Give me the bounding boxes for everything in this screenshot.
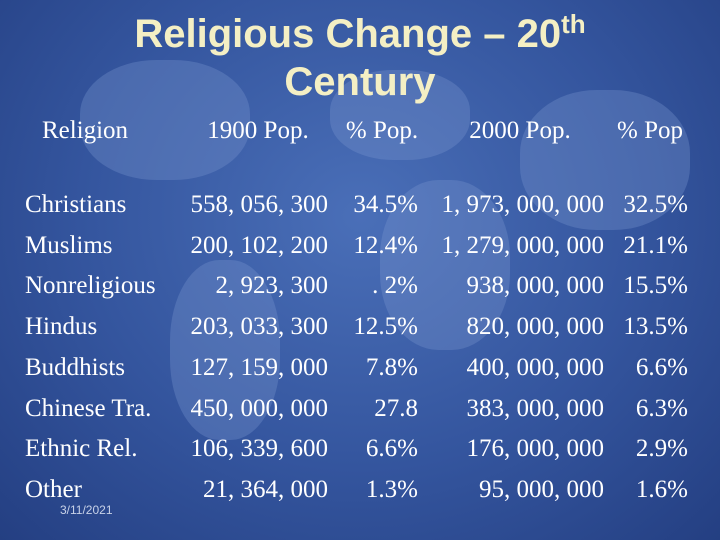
map-shape (80, 60, 250, 180)
date: 3/11/2021 (60, 503, 113, 517)
title-text: Religious Change – 20 (134, 12, 562, 56)
table-cell: 176, 000, 000 (466, 435, 605, 463)
table-cell: 6.6% (635, 353, 688, 381)
row-label: Buddhists (25, 353, 126, 381)
table-cell: 820, 000, 000 (466, 313, 605, 341)
table-cell: 938, 000, 000 (466, 272, 605, 300)
table-cell: 558, 056, 300 (190, 191, 329, 218)
table-cell: 1, 279, 000, 000 (441, 231, 605, 259)
table-cell: 1.6% (635, 475, 688, 503)
row-label: Nonreligious (25, 272, 156, 300)
table-cell: 200, 102, 200 (190, 231, 329, 259)
table-cell: 34.5% (353, 191, 418, 218)
table-cell: 106, 339, 600 (190, 435, 329, 463)
table-cell: 12.4% (353, 231, 418, 259)
table-cell: 21.1% (623, 231, 688, 259)
row-label: Ethnic Rel. (25, 435, 138, 463)
header-cell: Religion (41, 117, 129, 144)
map-shape (520, 90, 690, 230)
table-cell: 95, 000, 000 (479, 475, 604, 503)
header-cell: 1900 Pop. (207, 117, 309, 144)
table-cell: 203, 033, 300 (190, 313, 329, 341)
table-cell: 383, 000, 000 (466, 394, 605, 422)
map-shape (170, 260, 280, 440)
table-cell: 1, 973, 000, 000 (441, 191, 605, 218)
row-label: Christians (25, 191, 127, 218)
row-label: Other (25, 475, 82, 503)
row-label: Hindus (25, 313, 98, 341)
table-cell: 7.8% (365, 353, 418, 381)
table-cell: 450, 000, 000 (190, 394, 329, 422)
title-text: Century (284, 60, 436, 104)
table-cell: 6.6% (365, 435, 418, 463)
table-cell: 127, 159, 000 (190, 353, 329, 381)
table-cell: 21, 364, 000 (203, 475, 328, 503)
row-label: Muslims (25, 231, 113, 259)
header-cell: % Pop. (345, 117, 419, 144)
table-cell: 2, 923, 300 (215, 272, 329, 300)
table-cell: 12.5% (353, 313, 418, 341)
table-cell: 32.5% (623, 191, 688, 218)
table-cell: 2.9% (635, 435, 688, 463)
table-cell: 15.5% (623, 272, 688, 300)
table-cell: 6.3% (635, 394, 688, 422)
title-superscript: th (561, 9, 586, 39)
table-cell: 27.8 (374, 394, 418, 422)
header-cell: % Pop (617, 117, 683, 144)
table-cell: 13.5% (623, 313, 688, 341)
table-cell: 1.3% (365, 475, 418, 503)
map-shape (380, 180, 510, 350)
map-shape (330, 70, 470, 160)
row-label: Chinese Tra. (25, 394, 152, 422)
table-cell: 400, 000, 000 (466, 353, 605, 381)
table-cell: . 2% (372, 272, 418, 300)
title: Religious Change – 20th Century (0, 10, 720, 106)
header-cell: 2000 Pop. (469, 117, 571, 144)
